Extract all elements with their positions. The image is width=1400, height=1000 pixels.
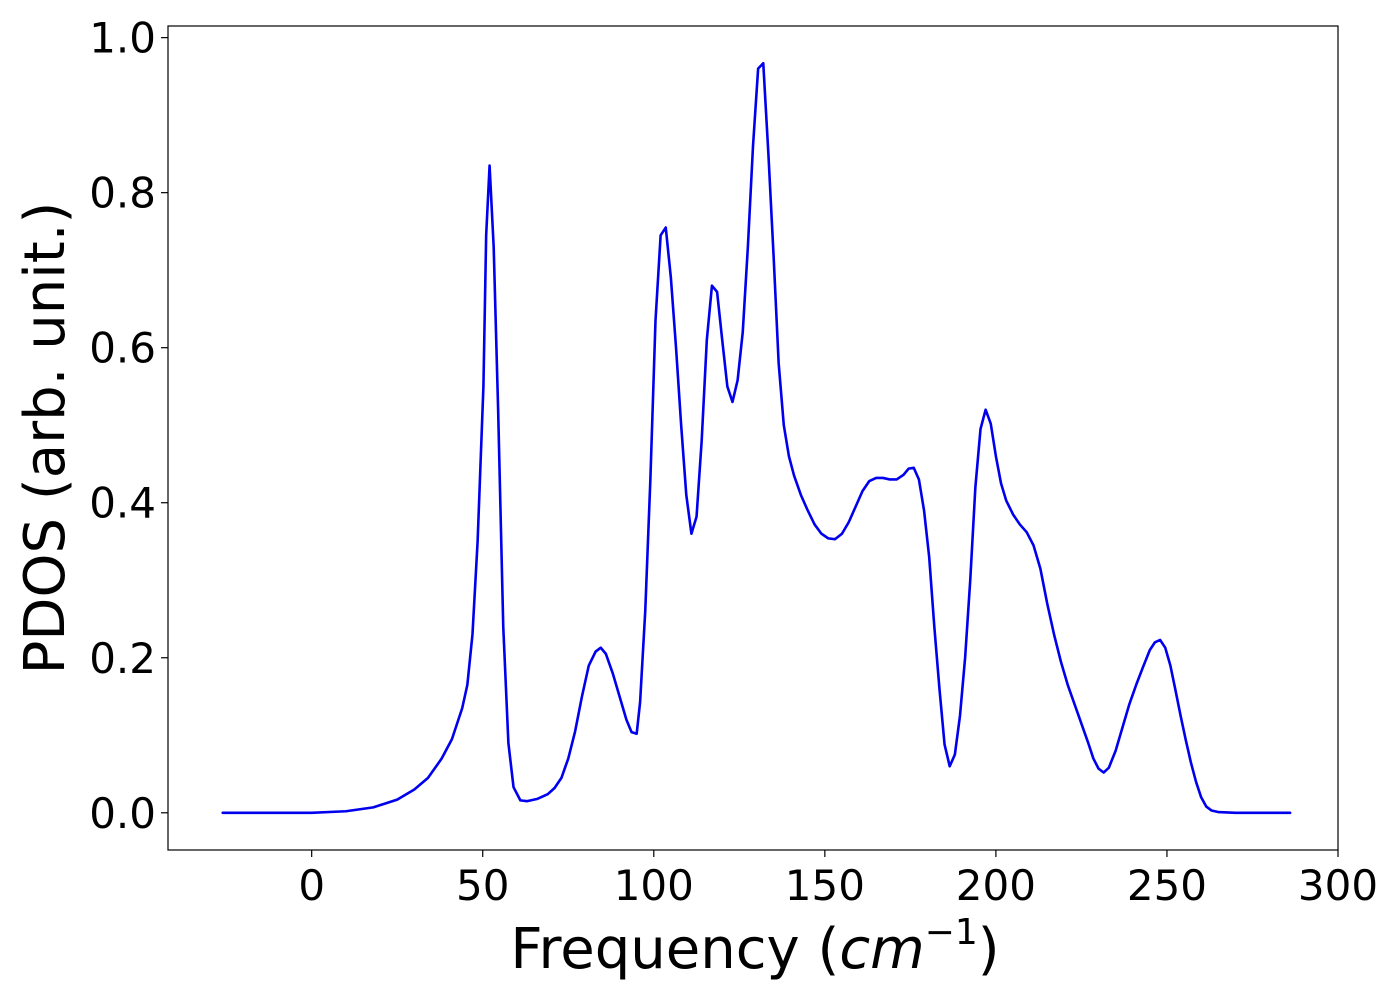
x-tick-label: 100 <box>614 861 694 910</box>
pdos-series-line <box>221 61 1292 815</box>
y-tick-label: 0.8 <box>89 169 156 218</box>
y-tick-label: 0.2 <box>89 634 156 683</box>
x-tick-label: 50 <box>456 861 509 910</box>
x-tick-label: 200 <box>956 861 1036 910</box>
y-axis-label: PDOS (arb. unit.) <box>13 202 78 675</box>
x-tick-label: 0 <box>298 861 325 910</box>
y-tick-label: 0.4 <box>89 479 156 528</box>
y-axis-ticks: 0.0 0.2 0.4 0.6 0.8 1.0 <box>89 14 168 838</box>
plot-area-frame <box>167 25 1339 851</box>
x-axis-label: Frequency (cm−1) <box>510 912 999 982</box>
x-axis-ticks: 0 50 100 150 200 250 300 <box>298 850 1378 910</box>
y-tick-label: 1.0 <box>89 14 156 63</box>
x-tick-label: 300 <box>1298 861 1378 910</box>
y-tick-label: 0.0 <box>89 789 156 838</box>
x-tick-label: 150 <box>785 861 865 910</box>
x-tick-label: 250 <box>1127 861 1207 910</box>
y-tick-label: 0.6 <box>89 324 156 373</box>
